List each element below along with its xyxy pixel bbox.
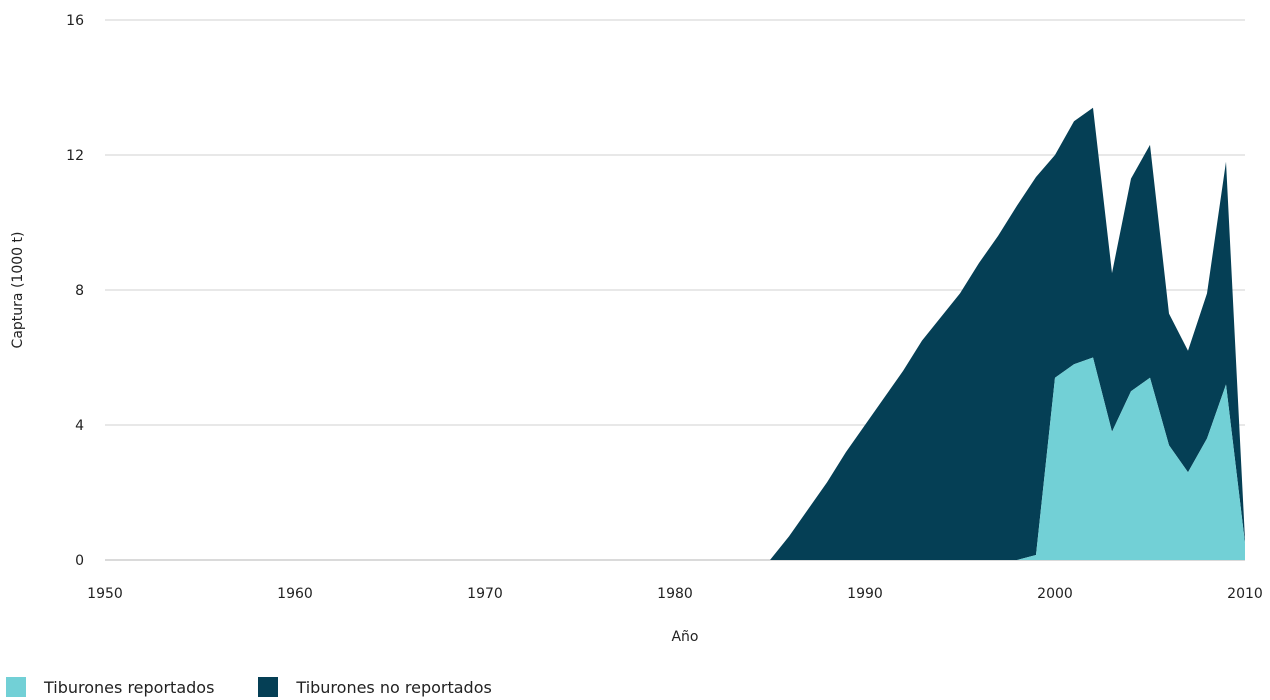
x-tick-label: 2010: [1227, 586, 1263, 602]
legend-label-unreported: Tiburones no reportados: [296, 677, 492, 697]
y-tick-label: 4: [75, 418, 84, 434]
area-series: [770, 107, 1245, 560]
legend-label-reported: Tiburones reportados: [44, 677, 215, 697]
x-tick-label: 1950: [87, 586, 123, 602]
chart: 1950 1960 1970 1980 1990 2000 2010 0 4 8 12 16 Año…: [10, 13, 1263, 645]
area-unreported: [770, 107, 1245, 560]
legend-swatch-unreported: [258, 677, 279, 697]
x-axis-title: Año: [671, 629, 698, 645]
y-tick-label: 0: [75, 553, 84, 569]
y-tick-labels: 0 4 8 12 16: [66, 13, 84, 569]
x-tick-label: 1990: [847, 586, 883, 602]
x-tick-labels: 1950 1960 1970 1980 1990 2000 2010: [87, 586, 1263, 602]
area-reported: [770, 357, 1245, 560]
x-tick-label: 1970: [467, 586, 503, 602]
legend: Tiburones reportados Tiburones no report…: [6, 677, 492, 697]
x-tick-label: 2000: [1037, 586, 1073, 602]
legend-swatch-reported: [6, 677, 26, 697]
legend-item-reported: Tiburones reportados: [6, 677, 214, 697]
legend-item-unreported: Tiburones no reportados: [258, 677, 492, 697]
y-tick-label: 12: [66, 148, 84, 164]
y-tick-label: 16: [66, 13, 84, 29]
x-tick-label: 1980: [657, 586, 693, 602]
y-axis-title: Captura (1000 t): [10, 232, 26, 349]
x-tick-label: 1960: [277, 586, 313, 602]
y-tick-label: 8: [75, 283, 84, 299]
